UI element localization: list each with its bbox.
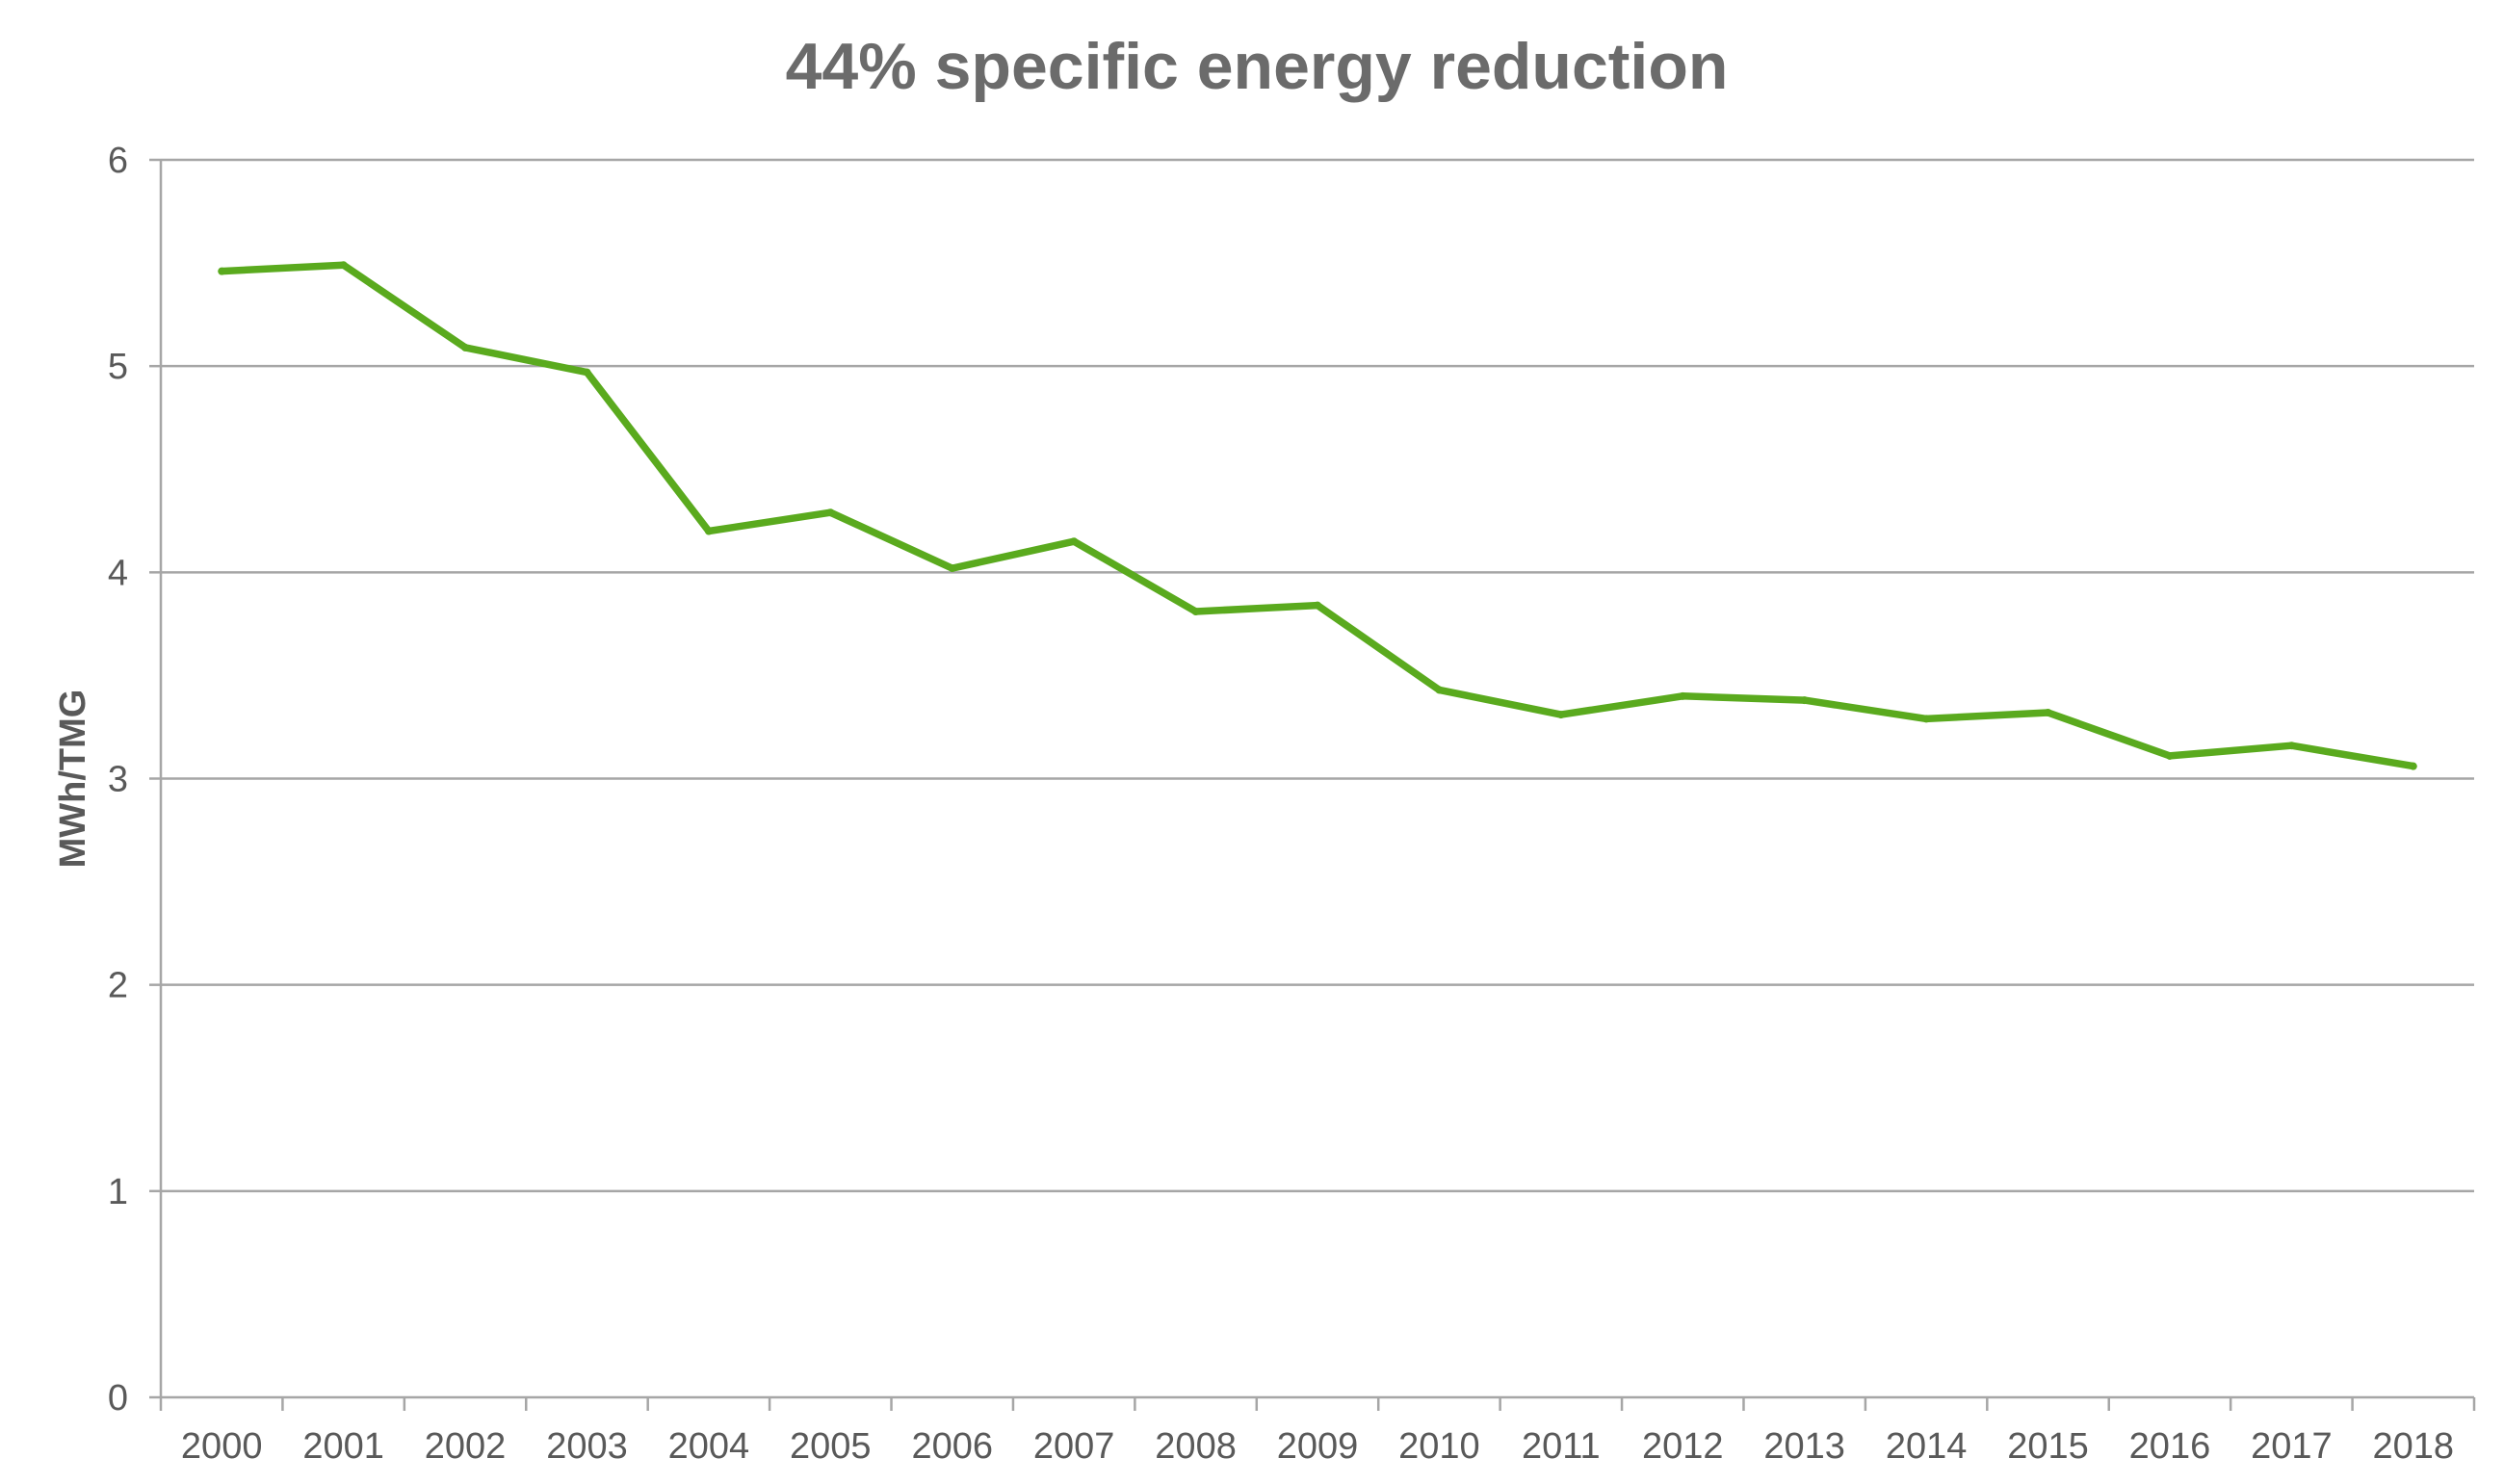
x-tick-label: 2013 [1763, 1426, 1845, 1467]
data-point [2165, 751, 2174, 760]
x-tick-label: 2008 [1155, 1426, 1237, 1467]
x-tick-label: 2005 [790, 1426, 872, 1467]
x-tick-label: 2003 [546, 1426, 628, 1467]
x-tick-label: 2012 [1642, 1426, 1724, 1467]
data-point [339, 261, 348, 270]
series-layer [218, 261, 2417, 770]
data-point [2287, 742, 2296, 750]
x-tick-label: 2010 [1398, 1426, 1480, 1467]
x-tick-label: 2011 [1522, 1426, 1601, 1467]
y-tick-label: 3 [108, 760, 128, 800]
data-point [218, 267, 226, 275]
data-point [583, 368, 591, 377]
data-point [1800, 696, 1809, 705]
y-tick-label: 4 [108, 553, 128, 593]
x-tick-label: 2007 [1033, 1426, 1115, 1467]
data-point [826, 508, 835, 517]
data-point [2044, 708, 2052, 716]
data-point [1435, 686, 1444, 694]
x-tick-label: 2018 [2373, 1426, 2455, 1467]
data-point [1679, 691, 1687, 700]
data-point [461, 343, 470, 351]
x-tick-label: 2006 [911, 1426, 993, 1467]
chart-title: 44% specific energy reduction [786, 30, 1729, 103]
data-point [1314, 601, 1321, 610]
data-point [1070, 537, 1079, 546]
data-point [2409, 762, 2417, 770]
y-tick-label: 2 [108, 966, 128, 1006]
data-point [948, 564, 956, 573]
x-tick-label: 2004 [668, 1426, 750, 1467]
x-tick-label: 2009 [1277, 1426, 1359, 1467]
data-point [1922, 715, 1931, 723]
x-tick-label: 2015 [2007, 1426, 2089, 1467]
x-tick-label: 2000 [181, 1426, 263, 1467]
x-tick-label: 2014 [1886, 1426, 1968, 1467]
y-axis-title: MWh/TMG [53, 690, 93, 869]
data-point [1191, 608, 1200, 616]
data-point [704, 527, 713, 535]
y-tick-label: 1 [108, 1172, 128, 1212]
axes: 0 1 2 3 4 5 6 2000 2001 2002 2003 2004 2005 2006 2007 2… [108, 141, 2476, 1467]
x-tick-label: 2002 [425, 1426, 507, 1467]
y-tick-label: 5 [108, 347, 128, 387]
series-line-0 [218, 261, 2417, 770]
x-tick-label: 2001 [302, 1426, 384, 1467]
gridlines [161, 158, 2474, 1193]
y-tick-label: 0 [108, 1378, 128, 1419]
data-point [1556, 711, 1565, 719]
x-tick-label: 2016 [2129, 1426, 2211, 1467]
x-tick-label: 2017 [2251, 1426, 2333, 1467]
y-tick-label: 6 [108, 141, 128, 181]
